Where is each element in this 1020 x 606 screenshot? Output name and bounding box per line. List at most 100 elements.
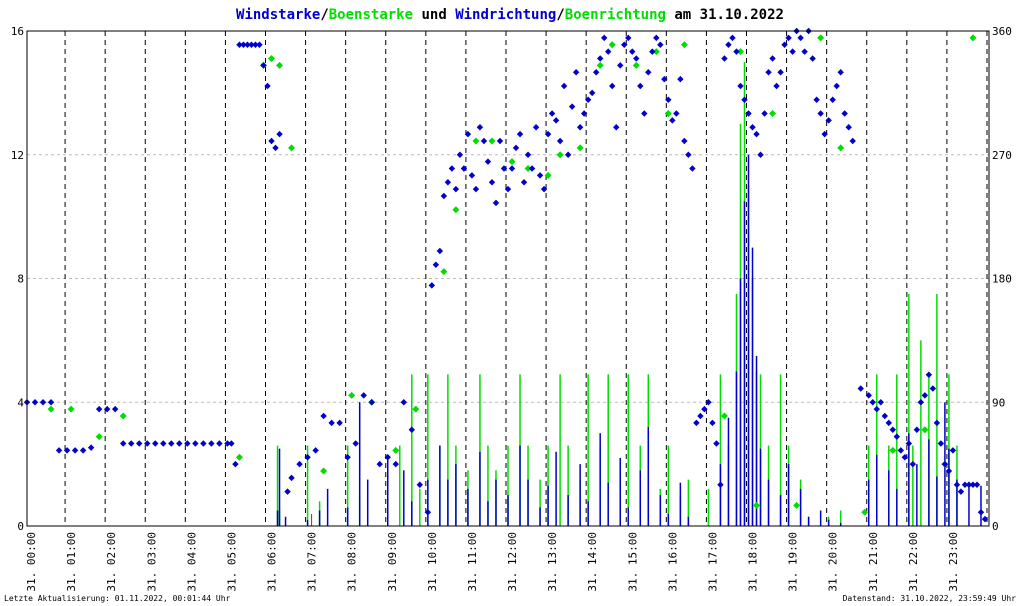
x-tick-label: 31. 22:00 <box>907 532 920 592</box>
wind-direction-point <box>977 509 985 516</box>
wind-direction-point <box>120 440 127 447</box>
wind-direction-point <box>244 41 251 48</box>
wind-direction-point <box>284 488 291 495</box>
wind-direction-point <box>536 172 544 179</box>
wind-direction-point <box>969 481 977 488</box>
wind-direction-point <box>905 440 913 447</box>
x-tick-label: 31. 18:00 <box>747 532 760 592</box>
wind-direction-point <box>504 185 512 193</box>
wind-direction-point <box>629 48 636 55</box>
x-tick-label: 31. 23:00 <box>947 532 960 592</box>
wind-direction-point <box>416 481 424 488</box>
wind-direction-point <box>757 151 764 158</box>
wind-direction-point <box>701 405 708 413</box>
gust-direction-point <box>837 144 845 152</box>
wind-direction-point <box>913 426 921 433</box>
wind-direction-point <box>933 419 941 427</box>
wind-direction-point <box>753 130 760 138</box>
x-tick-label: 31. 13:00 <box>546 532 559 592</box>
chart-title-part: / <box>556 7 564 23</box>
wind-direction-point <box>961 481 969 488</box>
wind-direction-point <box>681 137 688 145</box>
wind-direction-point <box>717 481 724 488</box>
x-tick-label: 31. 02:00 <box>105 532 118 592</box>
gust-direction-point <box>268 55 276 62</box>
wind-direction-point <box>200 440 207 447</box>
wind-direction-point <box>809 55 816 62</box>
axis-layer: 0 4 8 12 16 0 90 180 270 360 31. 00:00 31. 01:00 31.… <box>11 25 1012 592</box>
wind-direction-point <box>665 96 672 103</box>
gust-direction-point <box>95 433 103 441</box>
wind-direction-point <box>849 137 856 145</box>
wind-direction-point <box>480 137 488 145</box>
wind-direction-point <box>524 151 532 158</box>
wind-direction-point <box>641 110 648 117</box>
wind-direction-point <box>568 103 576 110</box>
wind-direction-point <box>304 454 311 461</box>
chart-title-part: am 31.10.2022 <box>666 7 784 23</box>
wind-direction-point <box>55 447 63 454</box>
wind-direction-point <box>492 199 500 207</box>
gust-direction-point <box>769 110 777 117</box>
wind-direction-point <box>625 34 632 42</box>
wind-direction-point <box>384 454 391 461</box>
wind-direction-point <box>965 481 973 488</box>
wind-direction-point <box>496 137 504 145</box>
wind-direction-point <box>877 399 884 406</box>
wind-direction-point <box>560 82 568 90</box>
wind-direction-point <box>601 34 608 42</box>
wind-direction-point <box>79 447 87 454</box>
x-tick-label: 31. 01:00 <box>65 532 78 592</box>
left-tick-label: 12 <box>11 149 24 162</box>
wind-direction-point <box>264 82 271 90</box>
wind-direction-point <box>436 247 444 255</box>
chart-title-part: Boenrichtung <box>565 7 666 23</box>
footer-update-text: Letzte Aktualisierung: 01.11.2022, 00:01… <box>4 594 231 603</box>
wind-direction-point <box>144 440 151 447</box>
wind-direction-point <box>909 460 917 468</box>
gust-direction-point <box>969 34 977 42</box>
wind-direction-point <box>592 69 600 76</box>
wind-direction-point <box>837 69 844 76</box>
wind-direction-point <box>673 110 680 117</box>
right-tick-label: 360 <box>992 25 1012 38</box>
wind-direction-point <box>813 96 820 103</box>
gust-direction-point <box>817 34 825 42</box>
wind-direction-point <box>288 474 295 482</box>
wind-direction-point <box>312 447 319 454</box>
gust-direction-point <box>652 48 660 56</box>
wind-direction-point <box>47 399 55 406</box>
x-tick-label: 31. 09:00 <box>386 532 399 592</box>
wind-direction-point <box>833 82 840 90</box>
wind-direction-point <box>761 110 768 117</box>
wind-direction-point <box>208 440 215 447</box>
gust-direction-point <box>576 144 584 152</box>
wind-direction-point <box>71 447 79 454</box>
wind-direction-point <box>392 460 399 468</box>
gust-direction-point <box>608 41 616 49</box>
wind-direction-point <box>633 55 640 62</box>
wind-direction-point <box>476 124 484 131</box>
wind-direction-point <box>781 41 788 48</box>
wind-direction-point <box>400 399 407 406</box>
x-tick-label: 31. 00:00 <box>25 532 38 592</box>
wind-direction-point <box>336 419 343 427</box>
wind-direction-point <box>580 110 588 117</box>
wind-direction-point <box>941 460 949 468</box>
wind-direction-point <box>653 34 660 42</box>
wind-direction-point <box>881 412 888 420</box>
wind-direction-point <box>981 515 989 523</box>
gust-direction-point <box>524 165 532 172</box>
wind-direction-point <box>268 137 275 145</box>
wind-direction-point <box>352 440 359 447</box>
wind-direction-point <box>444 179 452 186</box>
gust-direction-point <box>544 171 552 179</box>
wind-direction-point <box>621 41 628 48</box>
wind-direction-point <box>408 426 415 433</box>
wind-direction-point <box>168 440 175 447</box>
wind-direction-point <box>488 179 496 186</box>
left-tick-label: 0 <box>17 520 24 533</box>
chart-title-part: und <box>413 7 455 23</box>
wind-direction-point <box>741 96 748 103</box>
wind-direction-point <box>677 75 684 83</box>
